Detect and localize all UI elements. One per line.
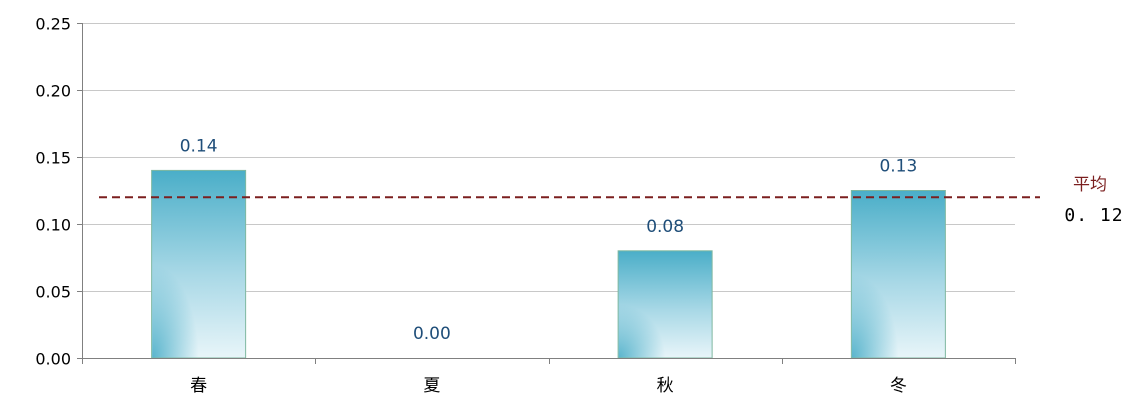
bars [151, 169, 946, 359]
average-name-label: 平均 [1073, 175, 1107, 195]
average-value-label: 0. 12 [1064, 205, 1123, 226]
y-tick-label: 0.20 [35, 82, 71, 101]
x-tick-label: 冬 [890, 376, 907, 396]
x-tick-label: 夏 [423, 376, 440, 396]
bar-shade [618, 251, 712, 358]
bar-shade [851, 191, 945, 358]
x-tick-label: 春 [190, 376, 207, 396]
average-line-group: 平均 0. 12 [99, 175, 1123, 226]
bar-shade [152, 170, 246, 358]
axes [82, 23, 1016, 364]
y-tick-label: 0.05 [35, 283, 71, 302]
x-axis-ticks: 春夏秋冬 [190, 376, 907, 396]
data-label: 0.14 [180, 136, 218, 156]
data-label: 0.08 [646, 217, 684, 237]
y-tick-label: 0.25 [35, 15, 71, 34]
data-label: 0.13 [879, 157, 917, 177]
y-tick-label: 0.15 [35, 149, 71, 168]
data-labels: 0.14 0.00 0.08 0.13 [180, 136, 918, 344]
y-tick-label: 0.10 [35, 216, 71, 235]
y-axis-ticks: 0.00 0.05 0.10 0.15 0.20 0.25 [35, 15, 82, 369]
x-tick-label: 秋 [657, 376, 674, 396]
data-label: 0.00 [413, 324, 451, 344]
y-tick-label: 0.00 [35, 350, 71, 369]
